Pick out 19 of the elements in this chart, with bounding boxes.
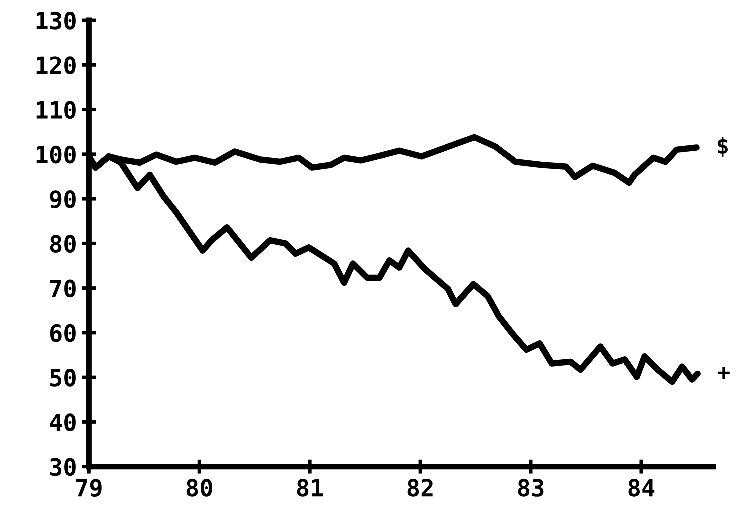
series-label: + [718, 367, 730, 380]
x-tick-label: 83 [518, 479, 544, 497]
y-tick-label: 120 [36, 56, 76, 74]
series-label: $ [718, 136, 728, 158]
y-tick-label: 90 [50, 190, 76, 208]
x-tick-label: 79 [76, 479, 102, 498]
y-tick-label: 110 [36, 101, 76, 120]
y-tick-label: 60 [50, 324, 76, 342]
x-tick-label: 81 [297, 479, 324, 497]
y-tick-label: 50 [50, 369, 76, 387]
y-tick-label: 100 [36, 146, 76, 164]
x-tick-label: 82 [408, 479, 433, 497]
x-tick-label: 80 [186, 479, 212, 497]
y-tick-label: 30 [50, 458, 76, 476]
x-tick-label: 84 [628, 479, 655, 497]
y-tick-label: 130 [36, 12, 76, 30]
y-tick-label: 80 [50, 235, 76, 253]
y-tick-label: 70 [50, 280, 76, 298]
y-tick-label: 40 [50, 414, 76, 432]
